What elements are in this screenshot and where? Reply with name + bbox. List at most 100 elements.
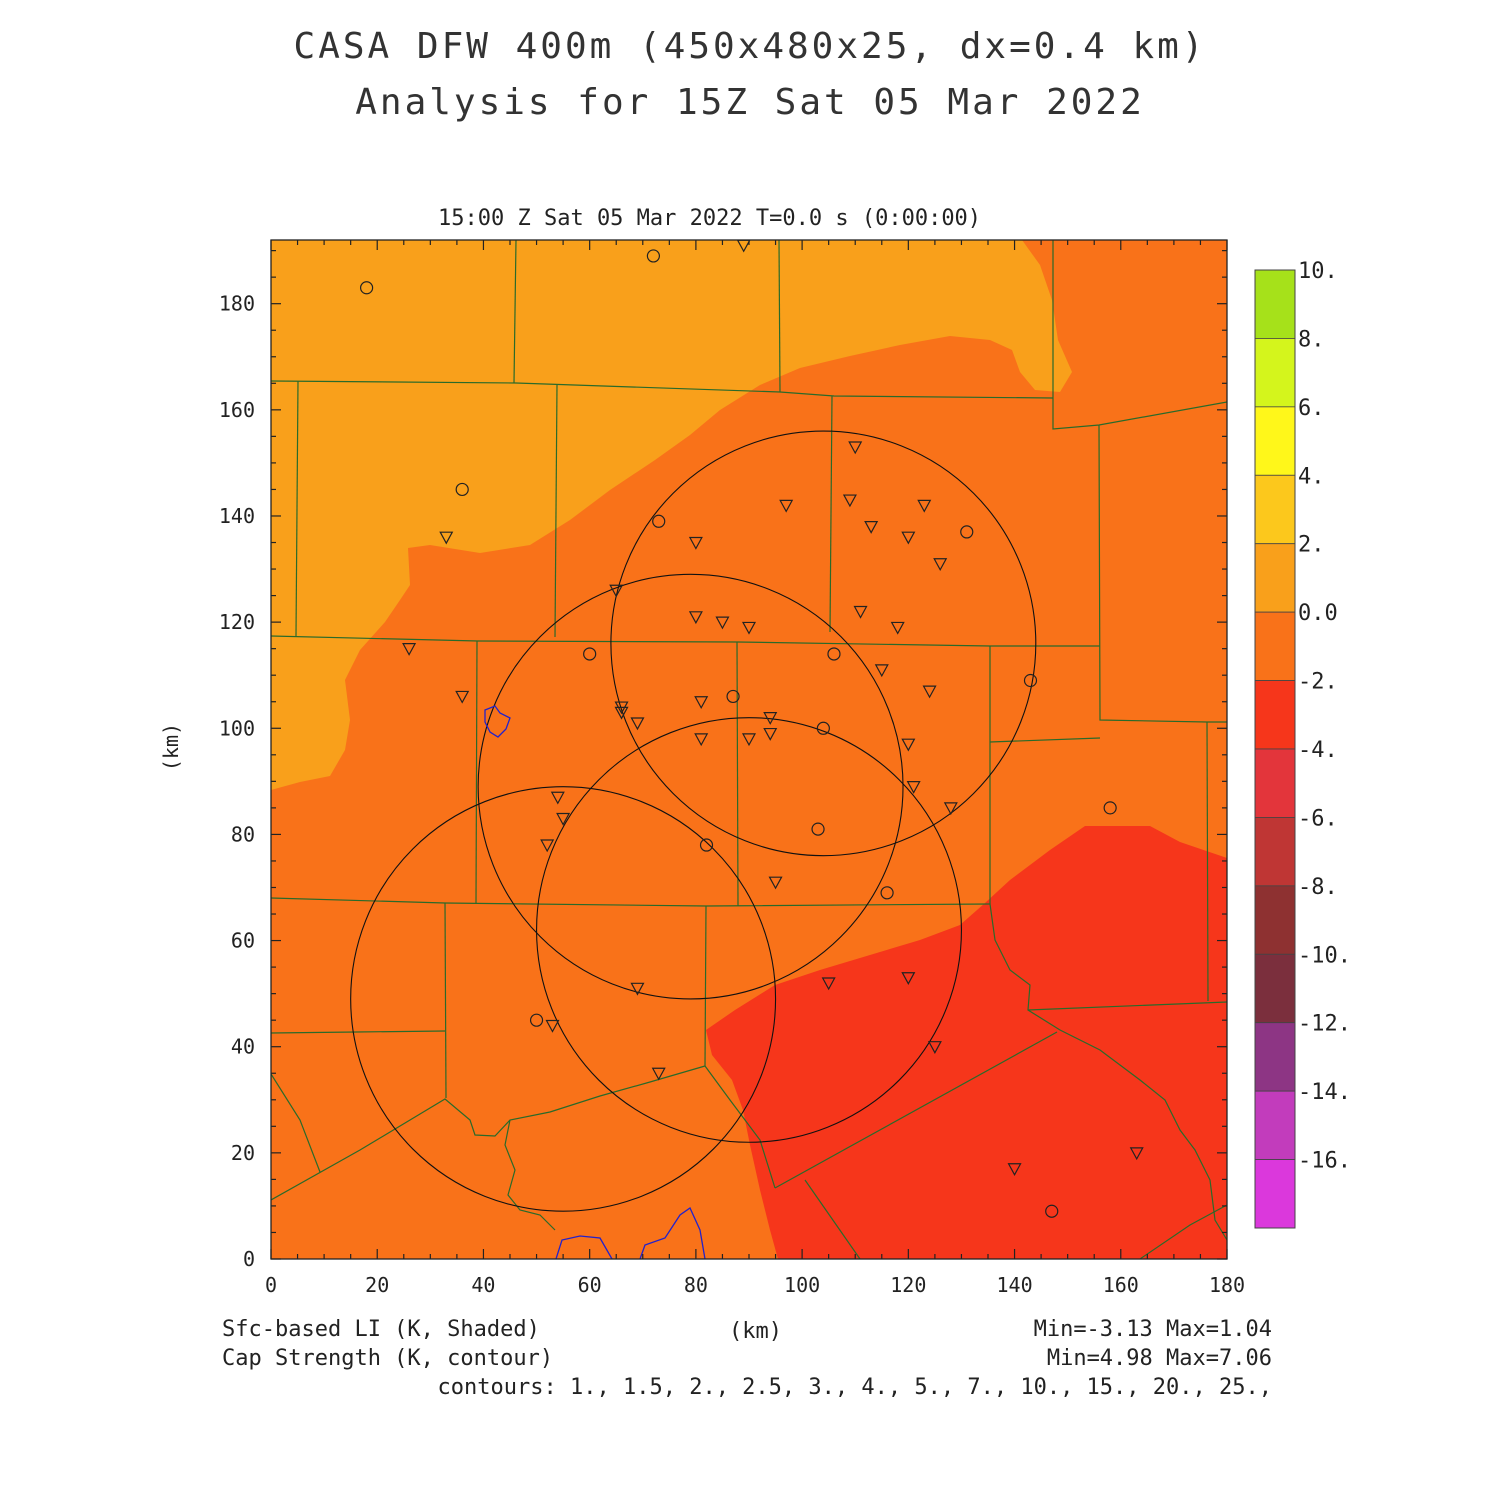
- station-triangle-marker: [651, 1067, 666, 1081]
- y-tick-label: 120: [219, 610, 255, 634]
- colorbar-frame: [1254, 269, 1296, 1229]
- colorbar-label: -14.: [1298, 1080, 1351, 1105]
- y-tick-label: 0: [243, 1247, 255, 1271]
- y-tick-label: 180: [219, 292, 255, 316]
- station-triangle-marker: [901, 738, 916, 752]
- field-zone-m4-m2: [706, 826, 1227, 1259]
- station-triangle-marker: [402, 643, 417, 656]
- colorbar-label: 0.0: [1298, 601, 1338, 626]
- cap-contour-2: [555, 1235, 613, 1259]
- x-tick-label: 0: [265, 1273, 277, 1297]
- colorbar-segment: [1254, 611, 1296, 681]
- station-circle-marker: [1023, 673, 1038, 688]
- station-triangle-marker: [614, 706, 629, 720]
- station-triangle-marker: [768, 876, 783, 890]
- x-tick-label: 100: [784, 1273, 820, 1297]
- colorbar-segment: [1254, 817, 1296, 887]
- y-tick-label: 140: [219, 504, 255, 528]
- station-triangle-marker: [1007, 1163, 1022, 1177]
- station-circle-marker: [811, 822, 825, 836]
- x-tick-label: 60: [578, 1273, 602, 1297]
- station-circle-marker: [827, 647, 841, 661]
- station-triangle-marker: [688, 536, 703, 550]
- station-triangle-marker: [901, 972, 916, 985]
- x-axis-ticks: 0 20 40 60 80 100 120 140 160 180: [265, 240, 1245, 1297]
- y-axis-ticks: 0 20 40 60 80 100 120 140 160 180: [219, 250, 1227, 1271]
- radar-ring: [536, 717, 962, 1143]
- station-triangle-marker: [874, 664, 889, 678]
- radar-ring: [610, 430, 1037, 857]
- observation-stations: [360, 249, 1144, 1218]
- station-circle-marker: [880, 886, 894, 900]
- colorbar-segment: [1254, 680, 1296, 750]
- colorbar-segment: [1254, 953, 1296, 1024]
- colorbar-label: -8.: [1298, 875, 1338, 900]
- station-triangle-marker: [864, 520, 879, 534]
- station-triangle-marker: [842, 494, 857, 508]
- colorbar-label: -12.: [1298, 1012, 1351, 1037]
- plot-subtitle: Analysis for 15Z Sat 05 Mar 2022: [355, 82, 1145, 123]
- y-tick-label: 40: [231, 1035, 255, 1059]
- cap-contour-1: [484, 705, 511, 738]
- x-tick-label: 80: [684, 1273, 708, 1297]
- valid-time-label: 15:00 Z Sat 05 Mar 2022 T=0.0 s (0:00:00…: [438, 206, 982, 231]
- station-triangle-marker: [922, 685, 937, 699]
- station-triangle-marker: [550, 791, 565, 805]
- y-tick-label: 60: [231, 929, 255, 953]
- station-circle-marker: [360, 281, 374, 295]
- station-circle-marker: [726, 689, 740, 704]
- colorbar-segment: [1254, 1022, 1296, 1092]
- station-triangle-marker: [763, 727, 778, 741]
- station-circle-marker: [1103, 801, 1117, 815]
- station-circle-marker: [960, 525, 974, 539]
- x-tick-label: 20: [365, 1273, 389, 1297]
- plot-title: CASA DFW 400m (450x480x25, dx=0.4 km): [293, 26, 1207, 67]
- li-shaded-field: [271, 240, 1227, 1259]
- contour-levels: contours: 1., 1.5, 2., 2.5, 3., 4., 5., …: [437, 1375, 1272, 1400]
- station-circle-marker: [816, 721, 830, 735]
- colorbar-label: -6.: [1298, 806, 1338, 831]
- station-triangle-marker: [901, 531, 916, 545]
- field-zone-0-2-north: [271, 240, 1072, 790]
- colorbar-segment: [1254, 1090, 1296, 1160]
- station-circle-marker: [455, 482, 469, 497]
- station-triangle-marker: [455, 690, 470, 704]
- station-circle-marker: [529, 1013, 544, 1027]
- station-triangle-marker: [933, 558, 948, 571]
- radar-ring: [350, 786, 777, 1212]
- colorbar-segment: [1254, 338, 1296, 408]
- station-triangle-marker: [917, 499, 932, 513]
- y-tick-label: 20: [231, 1141, 255, 1165]
- y-tick-label: 160: [219, 398, 255, 422]
- station-circle-marker: [583, 647, 597, 661]
- colorbar-segment: [1254, 543, 1296, 613]
- station-triangle-marker: [694, 696, 709, 709]
- colorbar-label: 4.: [1298, 464, 1325, 489]
- colorbar-label: -16.: [1298, 1149, 1351, 1174]
- station-triangle-marker: [890, 621, 905, 635]
- station-triangle-marker: [741, 733, 757, 747]
- station-triangle-marker: [688, 611, 703, 625]
- station-triangle-marker: [943, 802, 958, 816]
- colorbar-segment: [1254, 748, 1296, 818]
- station-triangle-marker: [1129, 1147, 1144, 1161]
- station-triangle-marker: [821, 977, 836, 991]
- station-triangle-marker: [694, 733, 709, 747]
- colorbar-label: 10.: [1298, 259, 1338, 284]
- county-boundaries: [271, 240, 1227, 1259]
- station-triangle-marker: [439, 531, 454, 545]
- station-triangle-marker: [630, 982, 645, 996]
- contour-min-max: Min=4.98 Max=7.06: [1046, 1346, 1272, 1371]
- y-tick-label: 80: [231, 822, 255, 846]
- colorbar-label: 2.: [1298, 533, 1325, 558]
- y-axis-label: (km): [159, 723, 183, 771]
- shaded-min-max: Min=-3.13 Max=1.04: [1033, 1317, 1272, 1342]
- colorbar-label: -2.: [1298, 670, 1338, 695]
- x-tick-label: 40: [471, 1273, 495, 1297]
- station-circle-marker: [646, 249, 661, 263]
- station-triangle-marker: [853, 605, 868, 619]
- x-tick-label: 120: [890, 1273, 926, 1297]
- cap-strength-contours: [484, 705, 706, 1259]
- radar-rings: [350, 430, 1037, 1212]
